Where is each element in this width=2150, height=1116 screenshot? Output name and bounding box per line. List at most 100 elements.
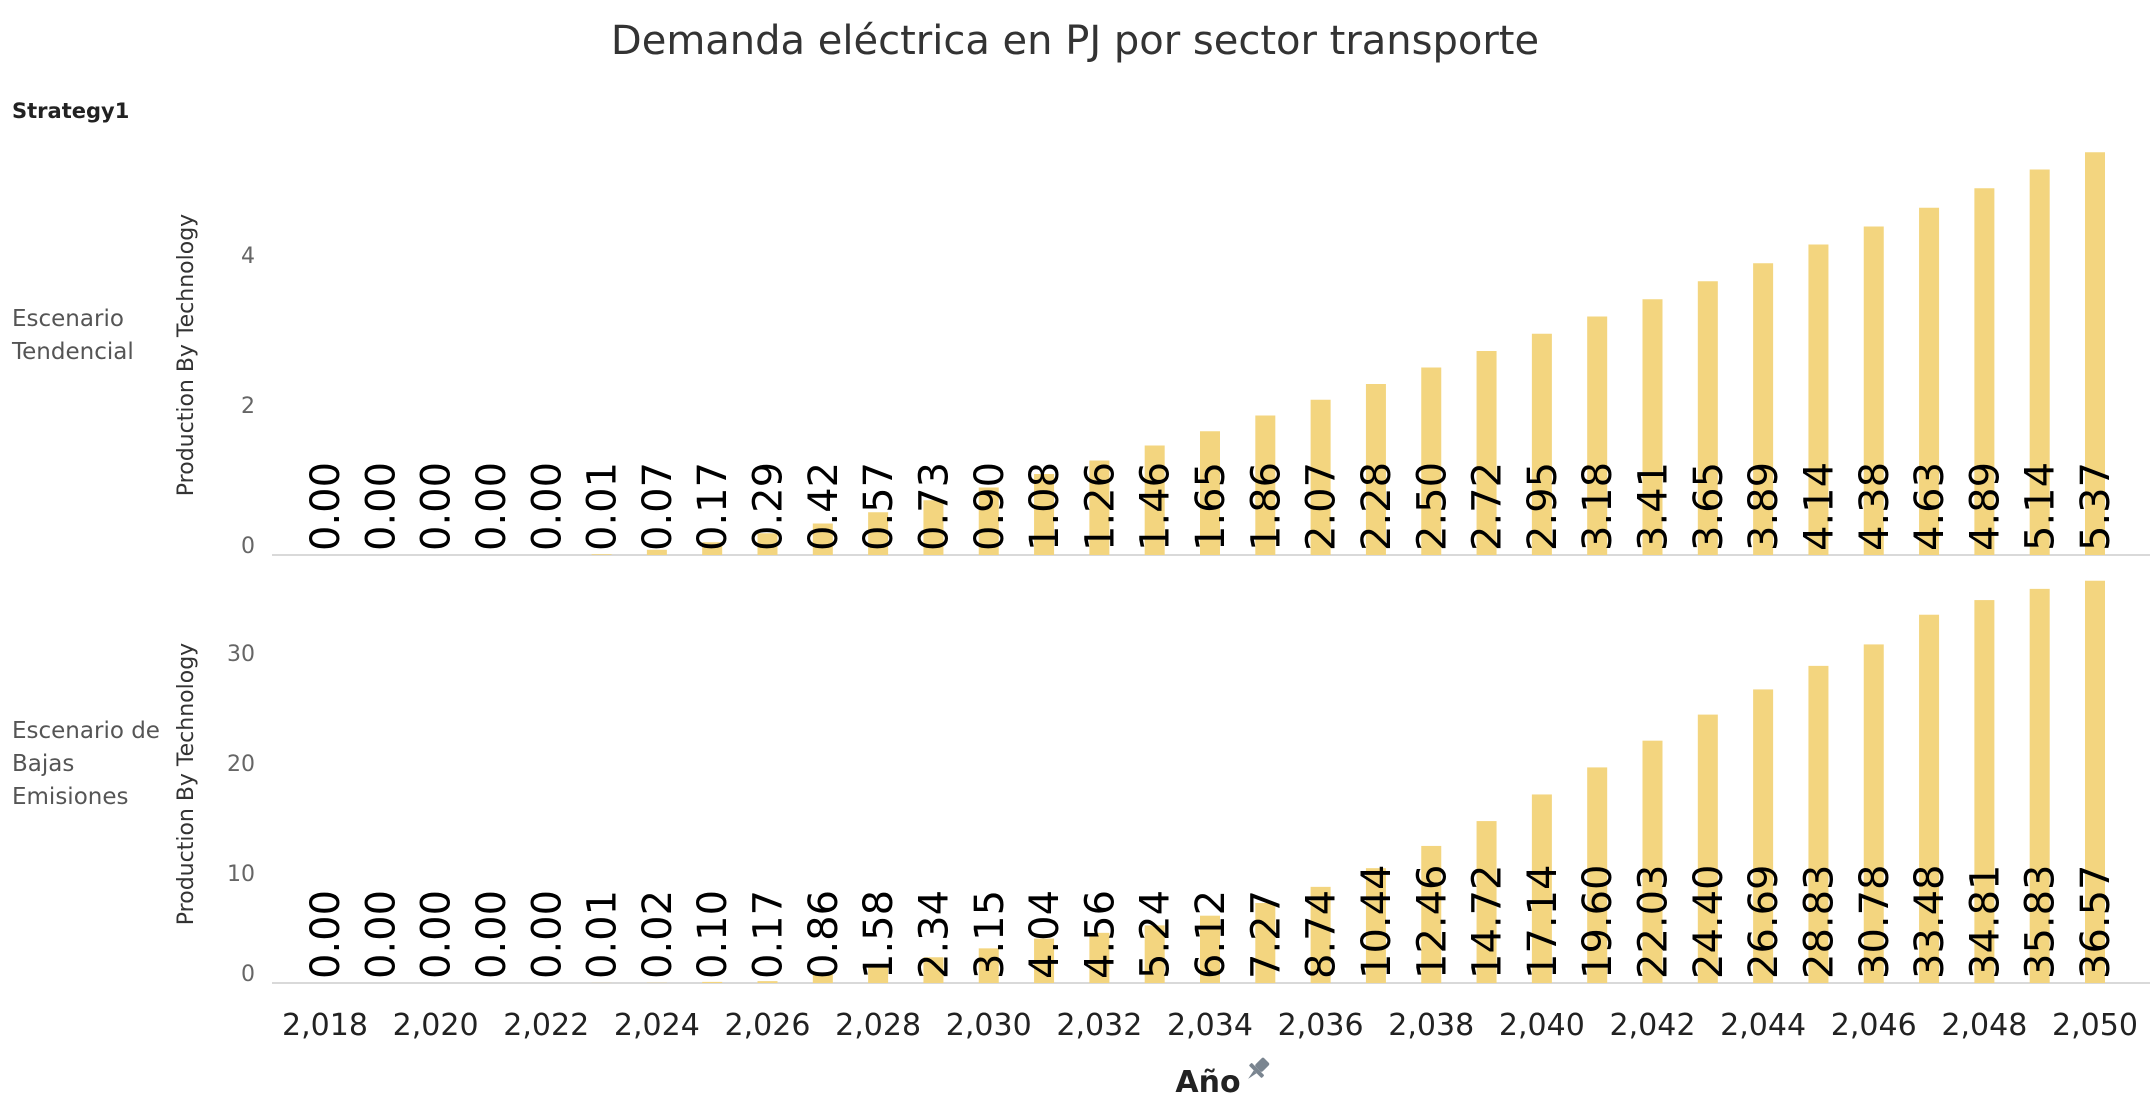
data-label: 4.38 — [1852, 462, 1898, 551]
data-label: 1.58 — [856, 890, 902, 979]
data-label: 4.89 — [1962, 462, 2008, 551]
data-label: 14.72 — [1465, 864, 1511, 979]
data-label: 0.17 — [690, 462, 736, 551]
x-tick-label: 2,030 — [946, 1008, 1032, 1043]
data-label: 28.83 — [1796, 864, 1842, 979]
y-tick-label: 2 — [241, 394, 255, 419]
data-label: 3.18 — [1575, 462, 1621, 551]
chart-title: Demanda eléctrica en PJ por sector trans… — [611, 18, 1539, 64]
x-tick-label: 2,024 — [614, 1008, 700, 1043]
data-label: 0.90 — [967, 462, 1013, 551]
data-label: 0.00 — [524, 890, 570, 979]
data-label: 1.08 — [1022, 462, 1068, 551]
data-label: 0.29 — [746, 462, 792, 551]
pin-icon[interactable] — [1242, 1054, 1273, 1085]
data-label: 26.69 — [1741, 864, 1787, 979]
data-label: 3.65 — [1686, 462, 1732, 551]
data-label: 7.27 — [1243, 890, 1289, 979]
x-tick-label: 2,044 — [1720, 1008, 1806, 1043]
data-label: 0.00 — [303, 890, 349, 979]
data-label: 35.83 — [2018, 864, 2064, 979]
data-label: 22.03 — [1631, 864, 1677, 979]
x-tick-label: 2,028 — [835, 1008, 921, 1043]
data-label: 0.00 — [358, 890, 404, 979]
data-label: 2.72 — [1465, 462, 1511, 551]
data-label: 5.24 — [1133, 890, 1179, 979]
x-tick-label: 2,048 — [1941, 1008, 2027, 1043]
data-label: 1.65 — [1188, 462, 1234, 551]
data-label: 1.46 — [1133, 462, 1179, 551]
y-axis-title: Production By Technology — [174, 214, 199, 496]
data-label: 4.63 — [1907, 462, 1953, 551]
y-tick-label: 4 — [241, 244, 255, 269]
data-label: 0.07 — [635, 462, 681, 551]
x-axis-label: Año — [1175, 1065, 1240, 1100]
data-label: 0.01 — [580, 890, 626, 979]
data-label: 2.07 — [1299, 462, 1345, 551]
data-label: 36.57 — [2073, 864, 2119, 979]
x-tick-label: 2,032 — [1056, 1008, 1142, 1043]
x-tick-label: 2,046 — [1831, 1008, 1917, 1043]
x-axis-title[interactable]: Año — [1175, 1054, 1272, 1100]
y-axis-title: Production By Technology — [174, 643, 199, 925]
row-label-line: Tendencial — [11, 339, 134, 365]
data-label: 2.34 — [911, 890, 957, 979]
x-tick-label: 2,050 — [2052, 1008, 2138, 1043]
data-label: 0.73 — [911, 462, 957, 551]
data-label: 12.46 — [1409, 864, 1455, 979]
data-label: 2.50 — [1409, 462, 1455, 551]
data-label: 0.02 — [635, 890, 681, 979]
panel-2: Escenario de Bajas Emisiones Production By … — [12, 581, 2150, 987]
data-label: 30.78 — [1852, 864, 1898, 979]
row-label: Escenario de Bajas Emisiones — [12, 718, 160, 810]
x-tick-label: 2,020 — [393, 1008, 479, 1043]
data-label: 3.89 — [1741, 462, 1787, 551]
strategy-label: Strategy1 — [12, 99, 129, 123]
data-label: 0.00 — [524, 462, 570, 551]
data-label: 17.14 — [1520, 864, 1566, 979]
row-label-line: Escenario — [12, 306, 124, 332]
data-label: 3.15 — [967, 890, 1013, 979]
x-tick-label: 2,022 — [503, 1008, 589, 1043]
data-label: 0.00 — [414, 890, 460, 979]
data-label: 3.41 — [1631, 462, 1677, 551]
row-label-line: Escenario de — [12, 718, 160, 744]
data-label: 4.14 — [1796, 462, 1842, 551]
data-label: 6.12 — [1188, 890, 1234, 979]
data-label: 2.28 — [1354, 462, 1400, 551]
data-label: 34.81 — [1962, 864, 2008, 979]
x-tick-label: 2,038 — [1388, 1008, 1474, 1043]
x-tick-label: 2,018 — [282, 1008, 368, 1043]
data-label: 24.40 — [1686, 864, 1732, 979]
data-label: 0.00 — [414, 462, 460, 551]
data-label: 1.86 — [1243, 462, 1289, 551]
x-axis: 2,018 2,020 2,022 2,024 2,026 2,028 2,030 2,032… — [282, 1008, 2138, 1043]
data-label: 0.10 — [690, 890, 736, 979]
data-label: 19.60 — [1575, 864, 1621, 979]
data-label: 5.37 — [2073, 462, 2119, 551]
data-label: 5.14 — [2018, 462, 2064, 551]
data-label: 0.00 — [358, 462, 404, 551]
y-tick-label: 0 — [241, 534, 255, 559]
x-tick-label: 2,036 — [1278, 1008, 1364, 1043]
data-label: 33.48 — [1907, 864, 1953, 979]
data-label: 8.74 — [1299, 890, 1345, 979]
data-label: 0.01 — [580, 462, 626, 551]
row-label-line: Bajas — [12, 751, 74, 777]
bar — [758, 981, 778, 983]
data-label: 2.95 — [1520, 462, 1566, 551]
data-label: 0.17 — [746, 890, 792, 979]
y-tick-label: 30 — [227, 642, 255, 667]
x-tick-label: 2,034 — [1167, 1008, 1253, 1043]
y-tick-label: 0 — [241, 962, 255, 987]
bar — [592, 554, 612, 555]
x-tick-label: 2,042 — [1610, 1008, 1696, 1043]
data-label: 0.57 — [856, 462, 902, 551]
data-label: 4.56 — [1077, 890, 1123, 979]
data-label: 0.00 — [469, 890, 515, 979]
row-label-line: Emisiones — [12, 784, 128, 810]
row-label: Escenario Tendencial — [11, 306, 134, 365]
data-label: 0.00 — [469, 462, 515, 551]
x-tick-label: 2,026 — [725, 1008, 811, 1043]
